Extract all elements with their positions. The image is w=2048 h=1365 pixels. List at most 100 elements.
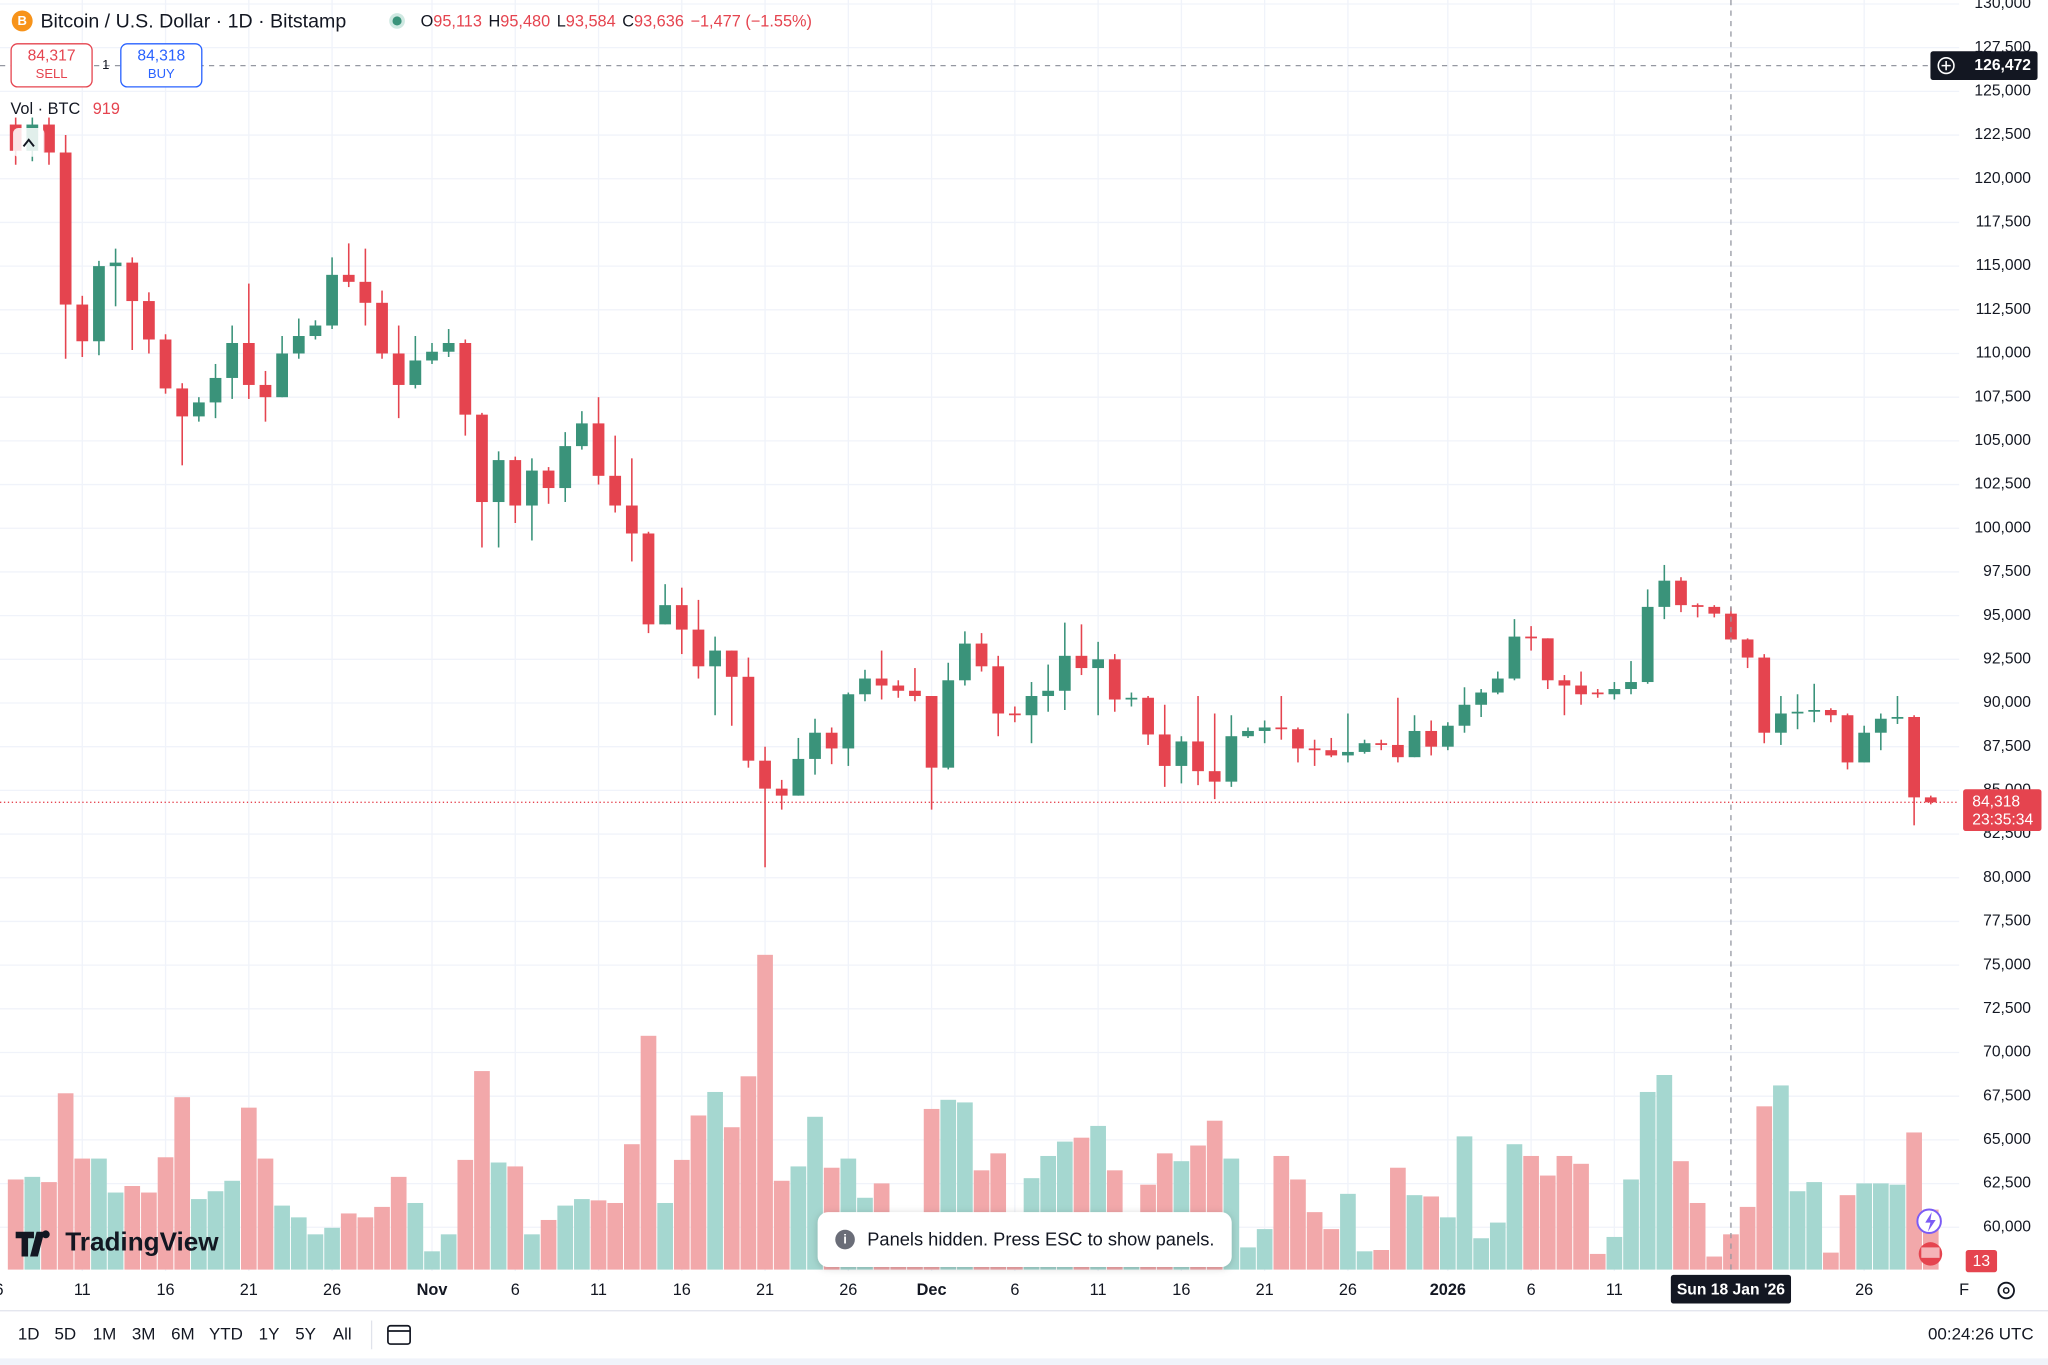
volume-bar bbox=[707, 1091, 723, 1270]
y-tick-label: 62,500 bbox=[1983, 1175, 2031, 1192]
y-tick-label: 95,000 bbox=[1983, 607, 2031, 624]
candle-body bbox=[1775, 713, 1787, 733]
collapse-button[interactable] bbox=[13, 128, 45, 157]
candle-body bbox=[909, 690, 921, 697]
logo-text[interactable]: TradingView bbox=[65, 1226, 219, 1256]
volume-bar bbox=[390, 1176, 407, 1270]
volume-bar bbox=[1773, 1085, 1789, 1270]
candle-body bbox=[1891, 716, 1904, 719]
buy-price: 84,318 bbox=[137, 47, 185, 64]
candle-body bbox=[109, 262, 122, 267]
volume-bar bbox=[1789, 1191, 1806, 1270]
candle-body bbox=[1058, 655, 1071, 691]
timeframes: 1D 5D 1M 3M 6M YTD 1Y 5Y All bbox=[18, 1324, 352, 1343]
add-alert-icon[interactable] bbox=[1937, 57, 1955, 75]
x-tick-label: Dec bbox=[917, 1281, 947, 1299]
ohlc-change: −1,477 (−1.55%) bbox=[690, 13, 812, 31]
quantity[interactable]: 1 bbox=[102, 57, 109, 72]
volume-bar bbox=[357, 1217, 374, 1270]
volume-bar bbox=[1290, 1179, 1306, 1270]
market-status[interactable] bbox=[392, 16, 402, 26]
candle-body bbox=[1541, 638, 1554, 681]
y-tick-label: 107,500 bbox=[1974, 388, 2031, 405]
volume-bar bbox=[1606, 1236, 1623, 1270]
candle-body bbox=[442, 343, 455, 352]
y-tick-label: 60,000 bbox=[1983, 1218, 2031, 1235]
candle-body bbox=[1924, 797, 1937, 803]
timeframe-button[interactable]: 1M bbox=[93, 1324, 117, 1343]
timeframe-button[interactable]: 5D bbox=[54, 1324, 76, 1343]
timeframe-button[interactable]: 3M bbox=[132, 1324, 156, 1343]
volume-bar bbox=[407, 1202, 424, 1270]
volume-bar bbox=[773, 1180, 790, 1270]
volume-bar bbox=[657, 1202, 673, 1270]
candle-body bbox=[1425, 730, 1438, 747]
candle-body bbox=[725, 650, 738, 677]
x-tick-label: 11 bbox=[1090, 1281, 1107, 1299]
candle-body bbox=[1841, 715, 1854, 763]
settings-icon-center bbox=[2002, 1287, 2010, 1294]
candle-body bbox=[642, 533, 655, 625]
ohlc-value: 93,636 bbox=[634, 13, 684, 31]
ohlc-value: 95,480 bbox=[500, 13, 550, 31]
volume-bar bbox=[1473, 1238, 1489, 1270]
badge[interactable] bbox=[1965, 1250, 1998, 1273]
candle-body bbox=[1358, 743, 1371, 752]
volume-bar bbox=[1673, 1161, 1689, 1270]
symbol-title[interactable]: Bitcoin / U.S. Dollar · 1D · Bitstamp bbox=[40, 10, 346, 32]
volume-bar bbox=[7, 1179, 24, 1270]
x-tick-label: 11 bbox=[590, 1281, 607, 1299]
info-icon-glyph: i bbox=[843, 1232, 847, 1247]
volume-bar bbox=[57, 1093, 74, 1270]
y-tick-label: 92,500 bbox=[1983, 650, 2031, 667]
candle-body bbox=[1392, 744, 1404, 758]
x-tick-label: 26 bbox=[1339, 1281, 1357, 1299]
candle-body bbox=[59, 152, 72, 305]
buy-button[interactable] bbox=[120, 43, 203, 88]
candle-body bbox=[1308, 748, 1321, 751]
candle-body bbox=[559, 446, 572, 489]
timeframe-button[interactable]: All bbox=[333, 1324, 352, 1343]
candle-body bbox=[942, 680, 955, 768]
candle-body bbox=[76, 304, 89, 342]
timeframe-button[interactable]: 1Y bbox=[259, 1324, 280, 1343]
candle-body bbox=[376, 302, 388, 354]
volume-bar bbox=[174, 1097, 191, 1270]
y-tick-label: 65,000 bbox=[1983, 1131, 2031, 1148]
date-range-icon[interactable] bbox=[387, 1324, 411, 1345]
candle-body bbox=[842, 694, 855, 749]
candle-body bbox=[1641, 606, 1654, 683]
add-alert-plus bbox=[1941, 61, 1951, 71]
settings-icon[interactable] bbox=[1997, 1281, 2015, 1300]
candle-body bbox=[1175, 741, 1188, 766]
timeframe-button[interactable]: 5Y bbox=[295, 1324, 316, 1343]
candle-body bbox=[209, 377, 222, 403]
volume-bar bbox=[790, 1166, 807, 1270]
candle-body bbox=[1658, 580, 1671, 607]
volume-bar bbox=[1423, 1196, 1440, 1270]
volume-bar bbox=[1856, 1183, 1872, 1270]
candle-body bbox=[992, 666, 1005, 714]
volume-bar bbox=[240, 1107, 257, 1270]
bottom-edge bbox=[0, 1358, 2048, 1365]
badge-text: 13 bbox=[1973, 1253, 1991, 1270]
volume-bar bbox=[1240, 1247, 1256, 1270]
volume-bar bbox=[257, 1158, 274, 1270]
y-tick-label: 70,000 bbox=[1983, 1044, 2031, 1061]
volume-bar bbox=[1872, 1183, 1889, 1270]
y-tick-label: 67,500 bbox=[1983, 1087, 2031, 1104]
x-tick-label: 26 bbox=[839, 1281, 857, 1299]
timeframe-button[interactable]: 6M bbox=[171, 1324, 195, 1343]
volume-bar bbox=[274, 1205, 290, 1270]
candle-body bbox=[1325, 750, 1338, 756]
sell-button[interactable] bbox=[10, 43, 93, 88]
timeframe-button[interactable]: 1D bbox=[18, 1324, 40, 1343]
clock[interactable]: 00:24:26 UTC bbox=[1928, 1324, 2034, 1343]
candle-body bbox=[1092, 659, 1104, 669]
candle-body bbox=[1158, 734, 1171, 766]
timeframe-button[interactable]: YTD bbox=[209, 1324, 243, 1343]
candle-body bbox=[775, 788, 788, 796]
volume-bar bbox=[474, 1071, 490, 1270]
volume-bar bbox=[1489, 1222, 1506, 1270]
volume-bar bbox=[207, 1191, 224, 1270]
